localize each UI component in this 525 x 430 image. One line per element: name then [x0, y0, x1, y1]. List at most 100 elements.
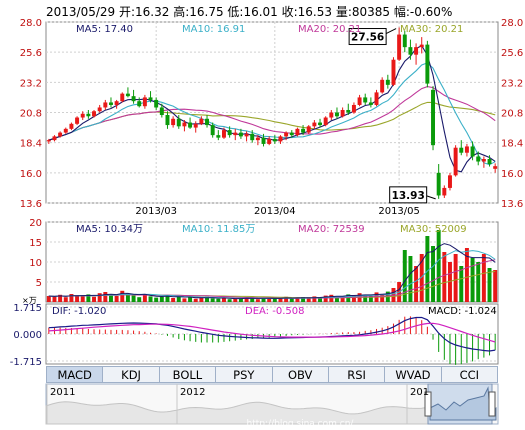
candle-body	[210, 125, 215, 136]
candle	[295, 127, 300, 137]
volume-bar	[436, 230, 441, 302]
candle-body	[346, 109, 351, 113]
candle	[52, 135, 57, 142]
candle	[120, 92, 125, 103]
candle	[436, 164, 441, 199]
volume-bar	[419, 254, 424, 302]
candle	[368, 97, 373, 108]
candle-body	[481, 159, 486, 162]
volume-bar	[92, 296, 97, 302]
tab-psy[interactable]: PSY	[216, 366, 273, 383]
candle	[188, 117, 193, 129]
tab-obv[interactable]: OBV	[272, 366, 329, 383]
candle	[114, 99, 119, 109]
candle-body	[436, 172, 441, 196]
candle-body	[351, 104, 356, 113]
volume-bar	[425, 236, 430, 302]
tab-kdj[interactable]: KDJ	[103, 366, 160, 383]
candle-body	[114, 101, 119, 105]
tab-macd[interactable]: MACD	[46, 366, 104, 383]
candle	[80, 111, 85, 121]
volume-bar	[193, 298, 198, 302]
candle-body	[408, 47, 413, 55]
tab-wvad[interactable]: WVAD	[385, 366, 442, 383]
candle-body	[52, 136, 57, 141]
candle-body	[125, 93, 130, 97]
macd-tick: -1.715	[10, 357, 42, 368]
candle	[125, 87, 130, 98]
volume-bar	[137, 297, 142, 302]
candle	[374, 89, 379, 107]
volume-bar	[351, 295, 356, 302]
candle-body	[205, 118, 210, 126]
candle-body	[459, 147, 464, 153]
volume-bar	[148, 296, 153, 302]
candle	[408, 39, 413, 60]
price-tick-left: 23.2	[20, 78, 42, 89]
candle	[103, 99, 108, 110]
candle	[238, 128, 243, 139]
candle-body	[159, 107, 164, 116]
volume-panel: 20 15 10 5 ×万 MA5: 10.34万 MA10: 11.85万 MA20: 72…	[22, 218, 499, 305]
candle	[171, 116, 176, 128]
candle	[261, 133, 266, 147]
volume-bar	[306, 298, 311, 302]
candle-body	[470, 146, 475, 157]
volume-bar	[221, 298, 226, 302]
candle-body	[374, 92, 379, 105]
candle-body	[453, 147, 458, 176]
year-label: 2012	[180, 387, 205, 398]
candle	[216, 130, 221, 141]
date-tick: 2013/04	[254, 206, 296, 217]
low-label: 13.93	[392, 190, 425, 202]
candle-body	[391, 59, 396, 85]
tab-cci[interactable]: CCI	[441, 366, 498, 383]
volume-bar	[289, 298, 294, 302]
candle-body	[476, 156, 481, 162]
candle	[137, 97, 142, 108]
candle-body	[227, 130, 232, 136]
candle	[267, 136, 272, 146]
volume-ma-label: MA5: 10.34万	[76, 224, 143, 235]
candle-body	[419, 44, 424, 48]
candle-body	[92, 111, 97, 117]
volume-bar	[442, 252, 447, 302]
dea-line	[48, 322, 496, 343]
candle-body	[86, 113, 91, 117]
candle-body	[261, 137, 266, 144]
candle	[255, 135, 260, 146]
candle	[284, 131, 289, 141]
macd-label: MACD: -1.024	[428, 306, 497, 317]
volume-bar	[334, 296, 339, 302]
candle	[329, 109, 334, 121]
volume-bar	[255, 299, 260, 302]
low-pointer	[426, 195, 436, 200]
overview-handle-left[interactable]	[424, 391, 432, 417]
high-label-box	[348, 28, 387, 46]
candle-body	[63, 128, 68, 133]
overview-selected-area	[429, 386, 497, 421]
high-pointer	[385, 28, 397, 34]
candle-body	[148, 97, 153, 100]
volume-bar	[402, 250, 407, 302]
overview-panel: 2011 2012 201 http://blog.sina.com.cn/	[45, 383, 499, 429]
candle	[148, 91, 153, 103]
volume-bar	[346, 294, 351, 302]
candle-body	[46, 140, 51, 142]
volume-bar	[447, 262, 452, 302]
tab-rsi[interactable]: RSI	[328, 366, 386, 383]
candle-body	[142, 97, 147, 107]
tab-boll[interactable]: BOLL	[159, 366, 217, 383]
candle-body	[306, 126, 311, 133]
candle-body	[368, 102, 373, 105]
volume-tick: 5	[36, 278, 42, 289]
price-tick-right: 16.0	[501, 169, 523, 180]
candle-body	[244, 133, 249, 137]
candle-body	[255, 137, 260, 141]
candle-body	[318, 122, 323, 126]
volume-bar	[69, 294, 74, 302]
price-tick-left: 13.6	[20, 199, 42, 210]
overview-handle-right[interactable]	[488, 391, 496, 417]
